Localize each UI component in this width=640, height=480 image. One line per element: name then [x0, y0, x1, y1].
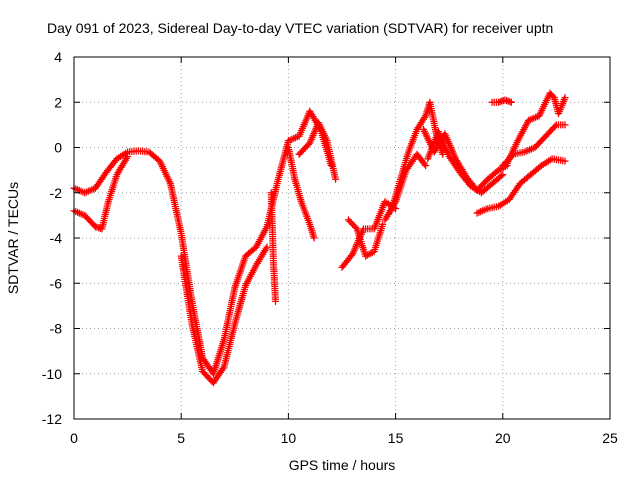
chart-title: Day 091 of 2023, Sidereal Day-to-day VTE…: [47, 20, 553, 36]
series-branch-upper-c: [295, 118, 340, 183]
series-layer: [70, 89, 569, 387]
x-tick-label: 5: [177, 430, 185, 446]
x-tick-label: 15: [388, 430, 404, 446]
y-axis-label: SDTVAR / TECUs: [5, 182, 21, 294]
series-cluster-b: [344, 216, 387, 260]
series-rise-lower: [381, 150, 430, 224]
series-markers: [344, 216, 387, 260]
y-tick-label: 4: [54, 49, 62, 65]
y-tick-label: -4: [50, 230, 63, 246]
y-tick-label: 0: [54, 140, 62, 156]
series-branch-e: [424, 128, 507, 197]
x-tick-label: 0: [70, 430, 78, 446]
x-tick-label: 10: [281, 430, 297, 446]
y-tick-label: -6: [50, 275, 63, 291]
x-axis-label: GPS time / hours: [289, 457, 396, 473]
axis-ticks: 0 5 10 15 20 25 -12 -10 -8 -6 -4 -2 0 2 4: [42, 49, 618, 446]
series-markers: [473, 155, 569, 217]
series-late-lower: [473, 155, 569, 217]
y-tick-label: -8: [50, 321, 63, 337]
y-tick-label: -12: [42, 411, 62, 427]
y-tick-label: -2: [50, 185, 63, 201]
series-markers: [499, 121, 569, 170]
y-tick-label: 2: [54, 94, 62, 110]
series-markers: [70, 107, 335, 378]
x-tick-label: 25: [602, 430, 618, 446]
series-markers: [488, 96, 516, 106]
series-markers: [284, 143, 318, 242]
x-tick-label: 20: [495, 430, 511, 446]
series-markers: [295, 118, 340, 183]
series-main-trace: [70, 107, 335, 378]
series-late-rise-b: [499, 121, 569, 170]
series-markers: [267, 189, 280, 306]
y-tick-label: -10: [42, 366, 62, 382]
grid: [74, 57, 610, 419]
series-isolated-dash: [488, 96, 516, 106]
series-spike-2: [284, 143, 318, 242]
series-markers: [177, 243, 271, 387]
series-markers: [381, 150, 430, 224]
series-markers: [424, 128, 507, 197]
series-lower-branch-b: [177, 243, 271, 387]
series-spike-1: [267, 189, 280, 306]
